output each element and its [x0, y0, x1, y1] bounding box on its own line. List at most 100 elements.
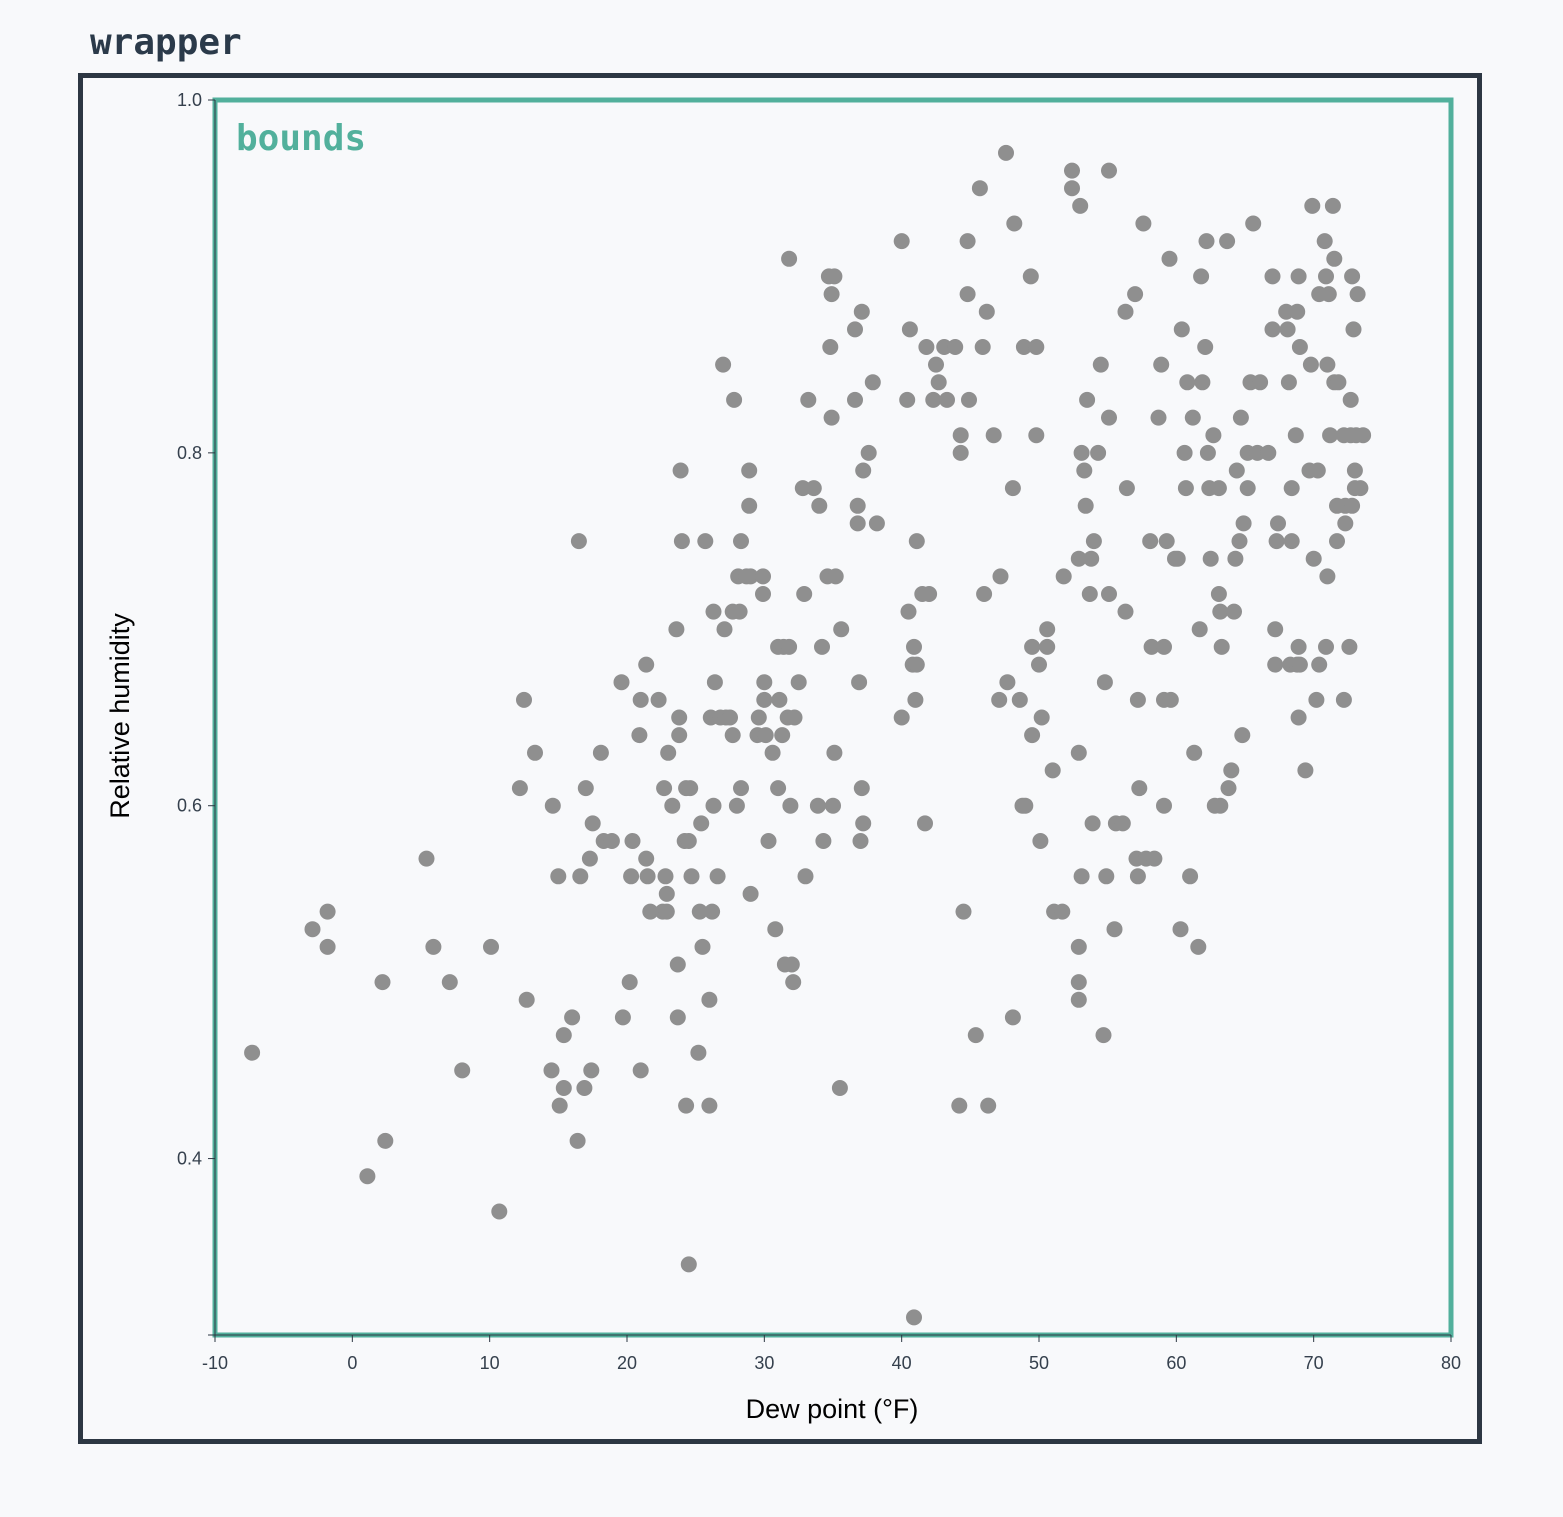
data-point [1129, 868, 1146, 885]
data-point [906, 1309, 922, 1326]
data-point [694, 938, 711, 955]
data-point [1177, 480, 1194, 497]
data-point [377, 1132, 394, 1149]
data-point [1264, 321, 1281, 338]
data-point [906, 638, 922, 655]
x-axis-label: Dew point (°F) [746, 1394, 919, 1424]
data-point [794, 480, 811, 497]
data-point [1326, 250, 1343, 267]
data-point [757, 727, 774, 744]
data-point [572, 868, 589, 885]
data-point [1193, 268, 1210, 285]
data-point [623, 868, 640, 885]
data-point [741, 497, 758, 514]
data-point [1143, 638, 1160, 655]
data-point [928, 356, 944, 373]
data-point [603, 833, 620, 849]
data-point [1070, 550, 1087, 567]
data-point [901, 321, 918, 338]
data-point [425, 938, 442, 955]
data-point [1235, 515, 1252, 532]
data-point [693, 815, 710, 832]
data-point [978, 303, 995, 320]
data-point [1162, 691, 1179, 708]
data-point [967, 1027, 984, 1044]
data-point [1076, 462, 1093, 479]
data-point [814, 638, 830, 655]
data-point [564, 1009, 581, 1026]
data-point [1239, 480, 1256, 497]
data-point [1283, 480, 1300, 497]
data-point [664, 797, 681, 814]
data-point [1228, 462, 1245, 479]
data-point [1344, 497, 1361, 514]
data-point [1305, 550, 1322, 567]
data-point [638, 656, 655, 673]
x-axis: -10 0 10 20 30 40 50 60 70 80 [202, 1334, 1461, 1373]
data-point [1176, 444, 1193, 461]
data-point [849, 515, 866, 532]
data-point [1033, 709, 1050, 726]
data-point [583, 1062, 600, 1079]
wrapper-frame [78, 73, 1482, 1444]
data-point [1290, 638, 1307, 655]
data-point [955, 903, 972, 920]
data-point [511, 780, 528, 797]
data-point [614, 1009, 631, 1026]
data-point [733, 533, 749, 550]
data-point [1153, 356, 1170, 373]
data-point [1135, 215, 1152, 232]
data-point [925, 391, 942, 408]
data-point [576, 1080, 593, 1096]
data-point [1179, 374, 1196, 391]
data-point [790, 674, 807, 691]
y-axis: 1.0 0.8 0.6 0.4 [177, 90, 216, 1336]
data-point [656, 780, 673, 797]
data-point [855, 462, 872, 479]
data-point [1198, 233, 1215, 250]
data-point [724, 727, 741, 744]
data-point [1280, 374, 1297, 391]
data-point [947, 339, 964, 355]
x-tick-label: -10 [202, 1353, 228, 1373]
data-point [304, 921, 321, 938]
data-point [1213, 638, 1230, 655]
x-tick-label: 10 [480, 1353, 500, 1373]
x-tick-label: 50 [1029, 1353, 1049, 1373]
x-tick-label: 70 [1304, 1353, 1324, 1373]
data-point [1172, 921, 1189, 938]
data-point [731, 603, 748, 620]
data-point [796, 586, 813, 602]
data-point [624, 833, 641, 849]
data-point [244, 1044, 261, 1061]
data-point [1212, 797, 1229, 814]
data-point [1330, 374, 1347, 391]
data-point [1072, 197, 1089, 214]
data-point [930, 374, 947, 391]
data-point [1344, 268, 1361, 285]
data-point [1352, 480, 1369, 497]
data-point [1210, 480, 1227, 497]
data-point [544, 797, 561, 814]
data-point [992, 568, 1009, 585]
data-point [774, 727, 791, 744]
data-point [855, 815, 872, 832]
data-point [1267, 656, 1284, 673]
data-point [642, 903, 659, 920]
y-tick-label: 1.0 [177, 90, 202, 110]
data-point [705, 603, 722, 620]
data-point [1070, 974, 1087, 991]
data-point [1318, 268, 1334, 285]
data-point [860, 444, 877, 461]
data-point [726, 391, 743, 408]
data-point [1335, 691, 1352, 708]
data-point [1297, 762, 1314, 779]
data-point [1291, 656, 1308, 673]
data-point [660, 744, 677, 761]
data-point [1028, 339, 1045, 355]
data-point [1064, 162, 1080, 179]
x-tick-label: 0 [347, 1353, 357, 1373]
data-point [1095, 1027, 1112, 1044]
data-point [570, 533, 587, 550]
data-point [706, 674, 723, 691]
